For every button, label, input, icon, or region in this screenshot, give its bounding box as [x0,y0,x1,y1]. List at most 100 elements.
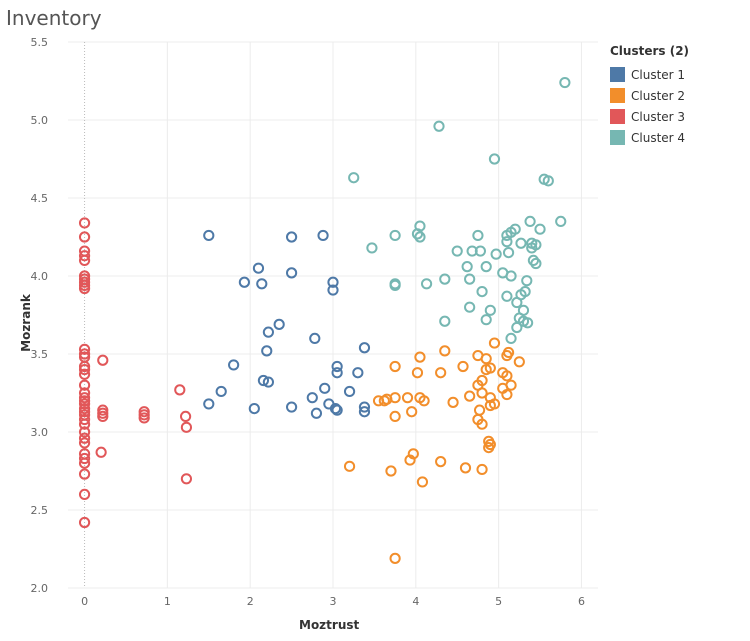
data-point-cluster-3 [180,473,193,485]
data-point-cluster-4 [464,301,476,313]
data-point-cluster-4 [420,278,433,290]
data-point-cluster-2 [389,360,401,373]
data-point-cluster-2 [459,462,472,474]
data-point-cluster-3 [78,488,91,500]
data-point-cluster-4 [521,275,533,287]
legend-title: Clusters (2) [610,44,690,58]
legend-swatch [610,130,625,145]
data-point-cluster-2 [407,448,419,460]
data-point-cluster-2 [385,465,397,477]
data-point-cluster-1 [310,407,323,419]
data-point-cluster-2 [343,460,356,472]
data-point-cluster-2 [389,410,401,422]
data-point-cluster-2 [488,337,501,349]
data-point-cluster-2 [501,370,513,382]
data-point-cluster-2 [513,356,525,368]
data-point-cluster-1 [319,382,331,394]
y-tick-label: 3.0 [31,426,49,439]
data-point-cluster-4 [505,270,517,282]
data-point-cluster-1 [252,262,265,274]
legend-label: Cluster 2 [631,88,686,103]
data-point-cluster-1 [203,229,215,242]
legend-item-cluster-3[interactable]: Cluster 3 [610,106,689,127]
y-tick-label: 2.0 [31,582,49,595]
data-point-cluster-3 [78,387,91,399]
legend-item-cluster-4[interactable]: Cluster 4 [610,127,689,148]
x-tick-label: 3 [330,595,337,608]
data-point-cluster-2 [473,404,486,416]
data-point-cluster-3 [95,446,107,458]
x-tick-label: 4 [412,595,419,608]
data-point-cluster-3 [78,437,91,449]
data-point-cluster-2 [483,442,495,454]
data-point-cluster-2 [457,360,469,373]
data-point-cluster-4 [530,239,542,251]
data-point-cluster-3 [97,354,109,366]
data-point-cluster-3 [138,412,150,424]
data-point-cluster-3 [78,516,91,529]
data-point-cluster-1 [329,403,342,415]
data-point-cluster-2 [447,396,459,408]
data-point-cluster-1 [261,345,273,357]
data-point-cluster-3 [78,452,91,465]
legend-swatch [610,67,625,82]
data-point-cluster-3 [97,410,109,422]
data-point-cluster-4 [524,215,536,227]
data-point-cluster-1 [285,231,298,243]
data-point-cluster-1 [343,385,356,398]
data-point-cluster-4 [480,314,492,326]
data-point-cluster-4 [511,321,523,334]
data-point-cluster-2 [502,346,515,359]
data-point-cluster-2 [484,362,496,374]
data-point-cluster-4 [366,242,378,254]
data-point-cluster-2 [435,367,447,379]
data-point-cluster-2 [389,552,401,564]
y-tick-label: 4.0 [31,270,49,283]
data-point-cluster-1 [285,267,298,279]
y-tick-label: 3.5 [31,348,49,361]
data-point-cluster-4 [451,245,463,257]
legend-label: Cluster 3 [631,109,686,124]
data-point-cluster-1 [327,284,339,296]
data-point-cluster-4 [515,237,527,249]
data-point-cluster-4 [519,286,531,298]
data-point-cluster-3 [78,368,91,380]
y-tick-label: 5.0 [31,114,49,127]
data-point-cluster-4 [389,279,401,291]
data-point-cluster-4 [527,254,540,266]
data-point-cluster-3 [78,379,91,391]
data-point-cluster-4 [484,304,496,316]
data-point-cluster-3 [78,231,91,243]
data-point-cluster-1 [248,403,260,415]
data-point-cluster-3 [78,282,91,295]
legend-item-cluster-1[interactable]: Cluster 1 [610,64,689,85]
data-point-cluster-4 [488,153,501,165]
data-point-cluster-4 [530,257,542,270]
data-point-cluster-3 [179,410,192,422]
x-tick-label: 6 [578,595,585,608]
data-point-cluster-1 [285,401,298,413]
data-point-cluster-2 [488,398,501,410]
data-point-cluster-3 [78,418,91,430]
data-point-cluster-4 [389,229,401,242]
data-point-cluster-3 [78,343,91,355]
data-point-cluster-3 [78,250,91,262]
data-point-cluster-2 [435,456,447,468]
data-point-cluster-3 [78,254,91,266]
data-point-cluster-2 [464,390,476,402]
data-point-cluster-4 [490,248,502,260]
data-point-cluster-2 [476,387,488,399]
data-point-cluster-2 [476,463,488,476]
data-point-cluster-3 [78,217,91,229]
data-point-cluster-2 [414,351,426,363]
x-tick-label: 0 [81,595,88,608]
x-tick-label: 5 [495,595,502,608]
data-point-cluster-1 [327,276,339,288]
data-point-cluster-3 [78,426,91,438]
legend-item-cluster-2[interactable]: Cluster 2 [610,85,689,106]
x-axis-label: Moztrust [299,618,360,632]
legend-label: Cluster 1 [631,67,686,82]
data-point-cluster-3 [180,421,193,433]
x-tick-label: 2 [247,595,254,608]
y-tick-label: 2.5 [31,504,49,517]
